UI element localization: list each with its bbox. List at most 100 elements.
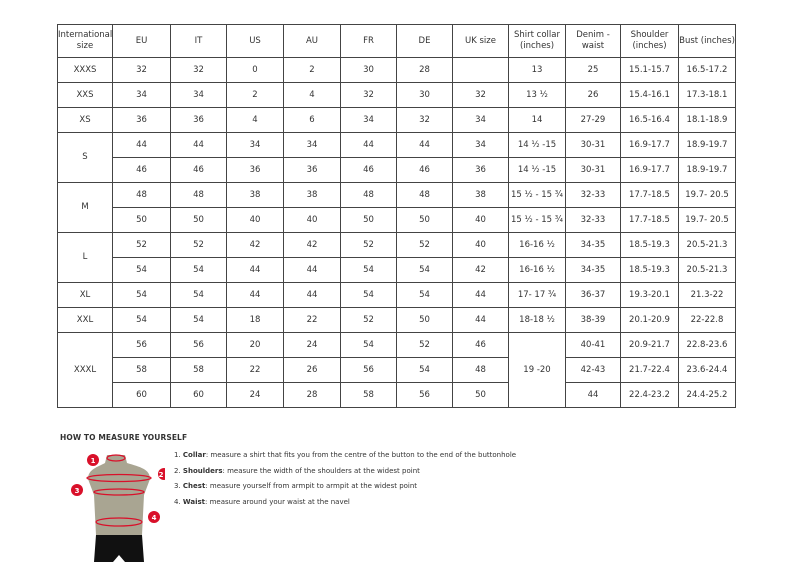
table-cell: 30-31 bbox=[565, 157, 621, 183]
table-cell: 27-29 bbox=[565, 107, 621, 133]
table-cell: 22.4-23.2 bbox=[620, 382, 679, 408]
size-label-cell: S bbox=[57, 132, 113, 183]
table-cell: 18 bbox=[226, 307, 284, 333]
table-cell: 54 bbox=[340, 282, 397, 308]
table-cell: 54 bbox=[396, 357, 453, 383]
table-cell: 42 bbox=[452, 257, 509, 283]
table-row: XXXL 56 56 20 24 54 52 46 19 -20 40-41 20.9-21.7 22… bbox=[57, 332, 736, 408]
table-cell: 56 bbox=[340, 357, 397, 383]
table-row: L 52 52 42 42 52 52 40 16-16 ½ 34-35 18.5-19.3 20.5… bbox=[57, 232, 736, 283]
table-cell: 54 bbox=[396, 257, 453, 283]
table-cell: 56 bbox=[112, 332, 171, 358]
table-cell: 32 bbox=[170, 57, 227, 83]
table-cell: 52 bbox=[340, 232, 397, 258]
table-cell: 2 bbox=[226, 82, 284, 108]
column-header: IT bbox=[170, 24, 227, 58]
table-cell: 40 bbox=[452, 207, 509, 233]
collar-cell: 14 ½ -15 bbox=[508, 157, 566, 183]
table-cell: 2 bbox=[283, 57, 341, 83]
table-cell: 16.5-16.4 bbox=[620, 107, 679, 133]
table-cell: 54 bbox=[340, 332, 397, 358]
table-cell: 54 bbox=[112, 307, 171, 333]
collar-cell: 15 ½ - 15 ¾ bbox=[508, 207, 566, 233]
table-cell: 4 bbox=[283, 82, 341, 108]
table-cell: 48 bbox=[112, 182, 171, 208]
column-header: US bbox=[226, 24, 284, 58]
table-cell: 54 bbox=[170, 257, 227, 283]
column-header: Shirt collar (inches) bbox=[508, 24, 566, 58]
table-cell: 15.4-16.1 bbox=[620, 82, 679, 108]
table-row: XL 54 54 44 44 54 54 44 17- 17 ¾ 36-37 19.3-20.1 21… bbox=[57, 282, 736, 308]
table-cell: 44 bbox=[565, 382, 621, 408]
size-label-cell: XXL bbox=[57, 307, 113, 333]
size-label-cell: XS bbox=[57, 107, 113, 133]
table-cell: 38-39 bbox=[565, 307, 621, 333]
column-header: Denim - waist bbox=[565, 24, 621, 58]
table-cell: 36-37 bbox=[565, 282, 621, 308]
table-cell: 34-35 bbox=[565, 257, 621, 283]
table-cell: 28 bbox=[283, 382, 341, 408]
table-cell: 21.7-22.4 bbox=[620, 357, 679, 383]
table-cell: 44 bbox=[452, 307, 509, 333]
table-cell: 26 bbox=[283, 357, 341, 383]
table-cell: 17.7-18.5 bbox=[620, 182, 679, 208]
table-cell: 0 bbox=[226, 57, 284, 83]
column-header: DE bbox=[396, 24, 453, 58]
table-cell: 22 bbox=[283, 307, 341, 333]
table-cell: 36 bbox=[170, 107, 227, 133]
collar-cell: 14 ½ -15 bbox=[508, 132, 566, 158]
column-header: International size bbox=[57, 24, 113, 58]
measure-guide: HOW TO MEASURE YOURSELF bbox=[60, 433, 187, 442]
table-cell: 40-41 bbox=[565, 332, 621, 358]
table-cell: 34 bbox=[170, 82, 227, 108]
table-cell: 56 bbox=[170, 332, 227, 358]
table-cell: 60 bbox=[170, 382, 227, 408]
table-cell: 52 bbox=[396, 232, 453, 258]
table-cell: 46 bbox=[340, 157, 397, 183]
table-cell: 48 bbox=[340, 182, 397, 208]
table-cell: 18.9-19.7 bbox=[678, 157, 736, 183]
marker-1: 1 bbox=[91, 457, 96, 465]
table-cell: 44 bbox=[396, 132, 453, 158]
table-cell: 32 bbox=[396, 107, 453, 133]
marker-2: 2 bbox=[159, 471, 164, 479]
table-cell: 18.9-19.7 bbox=[678, 132, 736, 158]
column-header: UK size bbox=[452, 24, 509, 58]
table-row: XS 36 36 4 6 34 32 34 14 27-29 16.5-16.4 18.1-18.9 bbox=[57, 107, 736, 133]
table-cell: 60 bbox=[112, 382, 171, 408]
step-chest: 3. Chest: measure yourself from armpit t… bbox=[174, 482, 418, 490]
table-cell: 54 bbox=[112, 257, 171, 283]
table-cell: 21.3-22 bbox=[678, 282, 736, 308]
collar-cell: 13 bbox=[508, 57, 566, 83]
table-cell: 44 bbox=[340, 132, 397, 158]
table-cell: 56 bbox=[396, 382, 453, 408]
table-cell: 32 bbox=[340, 82, 397, 108]
table-cell: 54 bbox=[170, 307, 227, 333]
table-cell: 19.7- 20.5 bbox=[678, 182, 736, 208]
table-cell: 22 bbox=[226, 357, 284, 383]
table-cell: 24.4-25.2 bbox=[678, 382, 736, 408]
table-cell: 40 bbox=[283, 207, 341, 233]
table-cell: 48 bbox=[170, 182, 227, 208]
table-row: 50 50 40 40 50 50 40 15 ½ - 15 ¾ 32-33 17.7-18.5 1… bbox=[58, 207, 736, 233]
table-cell: 20.5-21.3 bbox=[678, 232, 736, 258]
table-cell: 54 bbox=[340, 257, 397, 283]
table-cell: 20.5-21.3 bbox=[678, 257, 736, 283]
table-cell: 19.3-20.1 bbox=[620, 282, 679, 308]
table-cell: 32-33 bbox=[565, 207, 621, 233]
table-cell: 30 bbox=[396, 82, 453, 108]
table-cell: 46 bbox=[112, 157, 171, 183]
step-collar: 1. Collar: measure a shirt that fits you… bbox=[174, 451, 517, 459]
table-cell: 34-35 bbox=[565, 232, 621, 258]
table-cell: 17.3-18.1 bbox=[678, 82, 736, 108]
table-row: 54 54 44 44 54 54 42 16-16 ½ 34-35 18.5-19.3 20.5-… bbox=[58, 257, 736, 283]
collar-cell: 15 ½ - 15 ¾ bbox=[508, 182, 566, 208]
guide-title: HOW TO MEASURE YOURSELF bbox=[60, 433, 188, 442]
table-cell: 52 bbox=[396, 332, 453, 358]
collar-cell: 16-16 ½ bbox=[508, 232, 566, 258]
table-cell: 26 bbox=[565, 82, 621, 108]
table-cell: 34 bbox=[226, 132, 284, 158]
marker-4: 4 bbox=[152, 514, 157, 522]
table-cell: 42 bbox=[226, 232, 284, 258]
size-chart-table: International size EU IT US AU FR DE UK size Shi… bbox=[57, 24, 736, 408]
